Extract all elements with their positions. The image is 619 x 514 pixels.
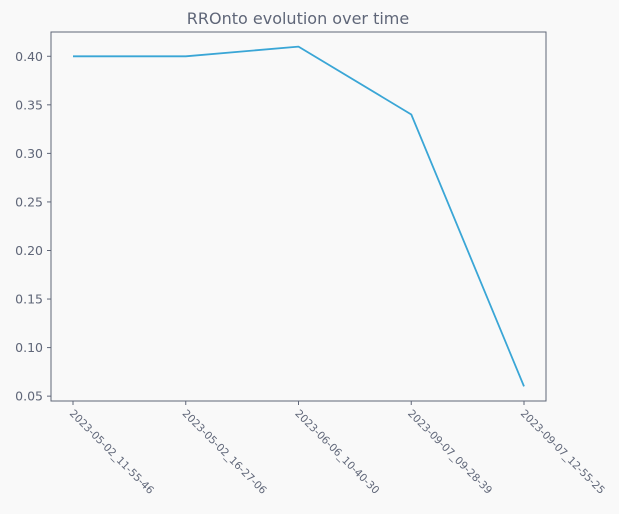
series-group [72, 45, 525, 387]
y-axis: 0.05 0.10 0.15 0.20 0.25 0.30 0.35 0.40 [15, 49, 51, 404]
y-tick-label: 0.20 [15, 243, 43, 258]
x-tick-label: 2023-05-02_16-27-06 [180, 408, 269, 497]
x-tick-label: 2023-09-07_09-28-39 [405, 408, 494, 497]
x-tick-label: 2023-05-02_11-55-46 [67, 408, 156, 497]
y-tick-label: 0.35 [15, 97, 43, 112]
y-tick-label: 0.30 [15, 146, 43, 161]
y-tick-label: 0.25 [15, 194, 43, 209]
plot-area [50, 31, 547, 402]
x-axis: 2023-05-02_11-55-46 2023-05-02_16-27-06 20… [67, 401, 607, 497]
y-tick-label: 0.15 [15, 292, 43, 307]
series-line-0 [73, 45, 525, 387]
y-tick-label: 0.40 [15, 49, 43, 64]
x-tick-label: 2023-06-06_10-40-30 [292, 408, 381, 497]
y-tick-label: 0.10 [15, 340, 43, 355]
y-tick-label: 0.05 [15, 389, 43, 404]
chart-title: RROnto evolution over time [187, 9, 409, 28]
x-tick-label: 2023-09-07_12-55-25 [518, 408, 607, 497]
